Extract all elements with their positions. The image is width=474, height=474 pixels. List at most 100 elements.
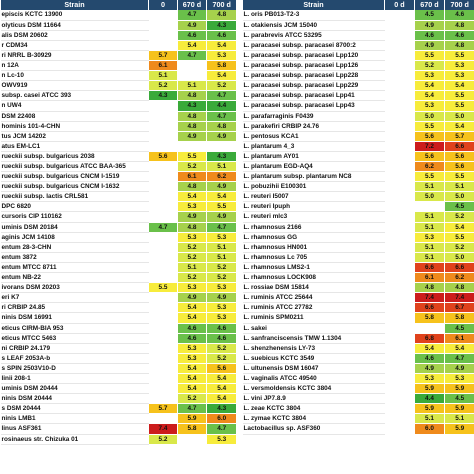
strain-name: L. rhamnosus LOCK908 [242, 272, 385, 284]
value-cell-v0 [384, 171, 415, 183]
value-cell-v0 [384, 393, 415, 405]
value-cell-v2: 5.3 [444, 373, 474, 385]
strain-name: L. rhamnosus LMS2-1 [242, 262, 385, 274]
value-cell-v1: 5.1 [414, 211, 445, 223]
value-cell-v1: 7.2 [414, 141, 445, 152]
value-cell-v0 [148, 191, 178, 203]
value-cell-v1: 5.4 [414, 90, 445, 102]
value-cell-v1: 5.1 [414, 252, 445, 263]
value-cell-v1: 5.9 [414, 383, 445, 395]
right-header-day700: 700 d [444, 0, 474, 11]
value-cell-v0 [384, 30, 415, 41]
value-cell-v0 [384, 323, 415, 334]
strain-name: L. rhamnosus HN001 [242, 242, 385, 253]
strain-name: L. versmoldensis KCTC 3804 [242, 383, 385, 395]
value-cell-v1 [177, 141, 207, 152]
strain-name: ninis DSM 20444 [0, 393, 149, 405]
value-cell-v1: 5.2 [177, 242, 207, 253]
left-strain-row: atus EM-LC1 [0, 141, 236, 152]
value-cell-v1: 6.0 [414, 423, 445, 435]
value-cell-v0: 5.2 [148, 434, 178, 445]
value-cell-v2: 5.4 [444, 80, 474, 92]
value-cell-v0 [148, 333, 178, 344]
value-cell-v0 [384, 141, 415, 152]
value-cell-v1: 4.8 [414, 282, 445, 294]
strain-name: linus ASF361 [0, 423, 149, 435]
right-strain-row: L. pobuzihii E100301 5.1 5.1 [242, 181, 474, 193]
strain-name: rueckii subsp. bulgaricus 2038 [0, 151, 149, 163]
left-header-day700: 700 d [206, 0, 236, 11]
value-cell-v0 [384, 80, 415, 92]
value-cell-v2: 4.4 [206, 100, 236, 112]
value-cell-v2: 4.6 [444, 30, 474, 41]
value-cell-v2: 5.1 [444, 413, 474, 425]
value-cell-v2: 4.5 [444, 393, 474, 405]
value-cell-v0 [148, 343, 178, 354]
value-cell-v2: 5.1 [206, 252, 236, 263]
value-cell-v2: 4.7 [444, 353, 474, 364]
value-cell-v2: 5.1 [444, 181, 474, 193]
value-cell-v2: 5.5 [444, 100, 474, 112]
value-cell-v0 [148, 312, 178, 324]
right-strain-row: L. rossiae DSM 15814 4.8 4.8 [242, 282, 474, 294]
left-strain-row: ninis LMB1 5.9 6.0 [0, 413, 236, 425]
value-cell-v0 [384, 161, 415, 173]
strain-name: uminis DSM 20184 [0, 222, 149, 233]
value-cell-v1: 5.6 [414, 131, 445, 142]
value-cell-v2: 5.4 [206, 373, 236, 385]
value-cell-v1: 5.6 [414, 151, 445, 163]
value-cell-v2: 5.0 [444, 191, 474, 203]
value-cell-v2: 5.3 [206, 232, 236, 243]
right-strain-row: L. plantarum subsp. plantarum NC8 5.5 5.5 [242, 171, 474, 183]
right-strain-row: L. rhamnosus GG 5.3 5.5 [242, 232, 474, 243]
value-cell-v0 [384, 282, 415, 294]
left-strain-row: n UW4 4.3 4.4 [0, 100, 236, 112]
value-cell-v0 [384, 252, 415, 263]
value-cell-v1: 5.4 [177, 40, 207, 51]
value-cell-v1: 5.4 [177, 363, 207, 374]
right-strain-row: L. rhamnosus HN001 5.1 5.2 [242, 242, 474, 253]
left-strain-row: olyticus DSM 11664 4.9 4.3 [0, 20, 236, 31]
value-cell-v1: 5.1 [177, 262, 207, 274]
value-cell-v0: 6.1 [148, 60, 178, 72]
strain-name: entum MTCC 8711 [0, 262, 149, 274]
strain-name: L. paracasei subsp. paracasei Lpp228 [242, 70, 385, 82]
value-cell-v0 [384, 211, 415, 223]
value-cell-v1: 4.9 [177, 20, 207, 31]
value-cell-v2: 6.6 [444, 141, 474, 152]
value-cell-v0 [148, 171, 178, 183]
strain-name: aginis JCM 14108 [0, 232, 149, 243]
value-cell-v1: 4.6 [177, 30, 207, 41]
right-strain-row: L. parafarraginis F0439 5.0 5.0 [242, 111, 474, 122]
value-cell-v0 [148, 252, 178, 263]
strain-name: ivorans DSM 20203 [0, 282, 149, 294]
value-cell-v1: 5.2 [414, 60, 445, 72]
left-strain-row: entum 28-3-CHN 5.2 5.1 [0, 242, 236, 253]
left-strain-row: entum NB-22 5.2 5.2 [0, 272, 236, 284]
value-cell-v2: 6.6 [444, 262, 474, 274]
value-cell-v2: 5.2 [444, 211, 474, 223]
left-strain-row: ivorans DSM 20203 5.5 5.3 5.3 [0, 282, 236, 294]
value-cell-v1: 6.6 [414, 302, 445, 314]
right-strain-table: Strain 0 d 670 d 700 d L. oris PB013-T2-… [242, 0, 474, 435]
value-cell-v0: 5.6 [148, 151, 178, 163]
value-cell-v2: 5.5 [444, 171, 474, 183]
left-strain-row: n Lc-10 5.1 5.4 [0, 70, 236, 82]
value-cell-v2: 4.6 [206, 30, 236, 41]
left-strain-row: rueckii subsp. bulgaricus CNCM I-1519 6.1… [0, 171, 236, 183]
strain-name: L. paracasei subsp. paracasei Lpp126 [242, 60, 385, 72]
value-cell-v2: 5.5 [444, 50, 474, 62]
strain-name: entum NB-22 [0, 272, 149, 284]
strain-name: L. rossiae DSM 15814 [242, 282, 385, 294]
strain-name: r CDM34 [0, 40, 149, 51]
strain-name: ni CRBIP 24.179 [0, 343, 149, 354]
value-cell-v1 [177, 70, 207, 82]
value-cell-v0 [384, 373, 415, 385]
value-cell-v0 [384, 272, 415, 284]
value-cell-v1: 5.4 [414, 80, 445, 92]
value-cell-v1: 5.2 [177, 393, 207, 405]
value-cell-v0 [384, 181, 415, 193]
value-cell-v2: 4.9 [206, 181, 236, 193]
value-cell-v1: 4.6 [177, 323, 207, 334]
value-cell-v2: 5.3 [206, 302, 236, 314]
